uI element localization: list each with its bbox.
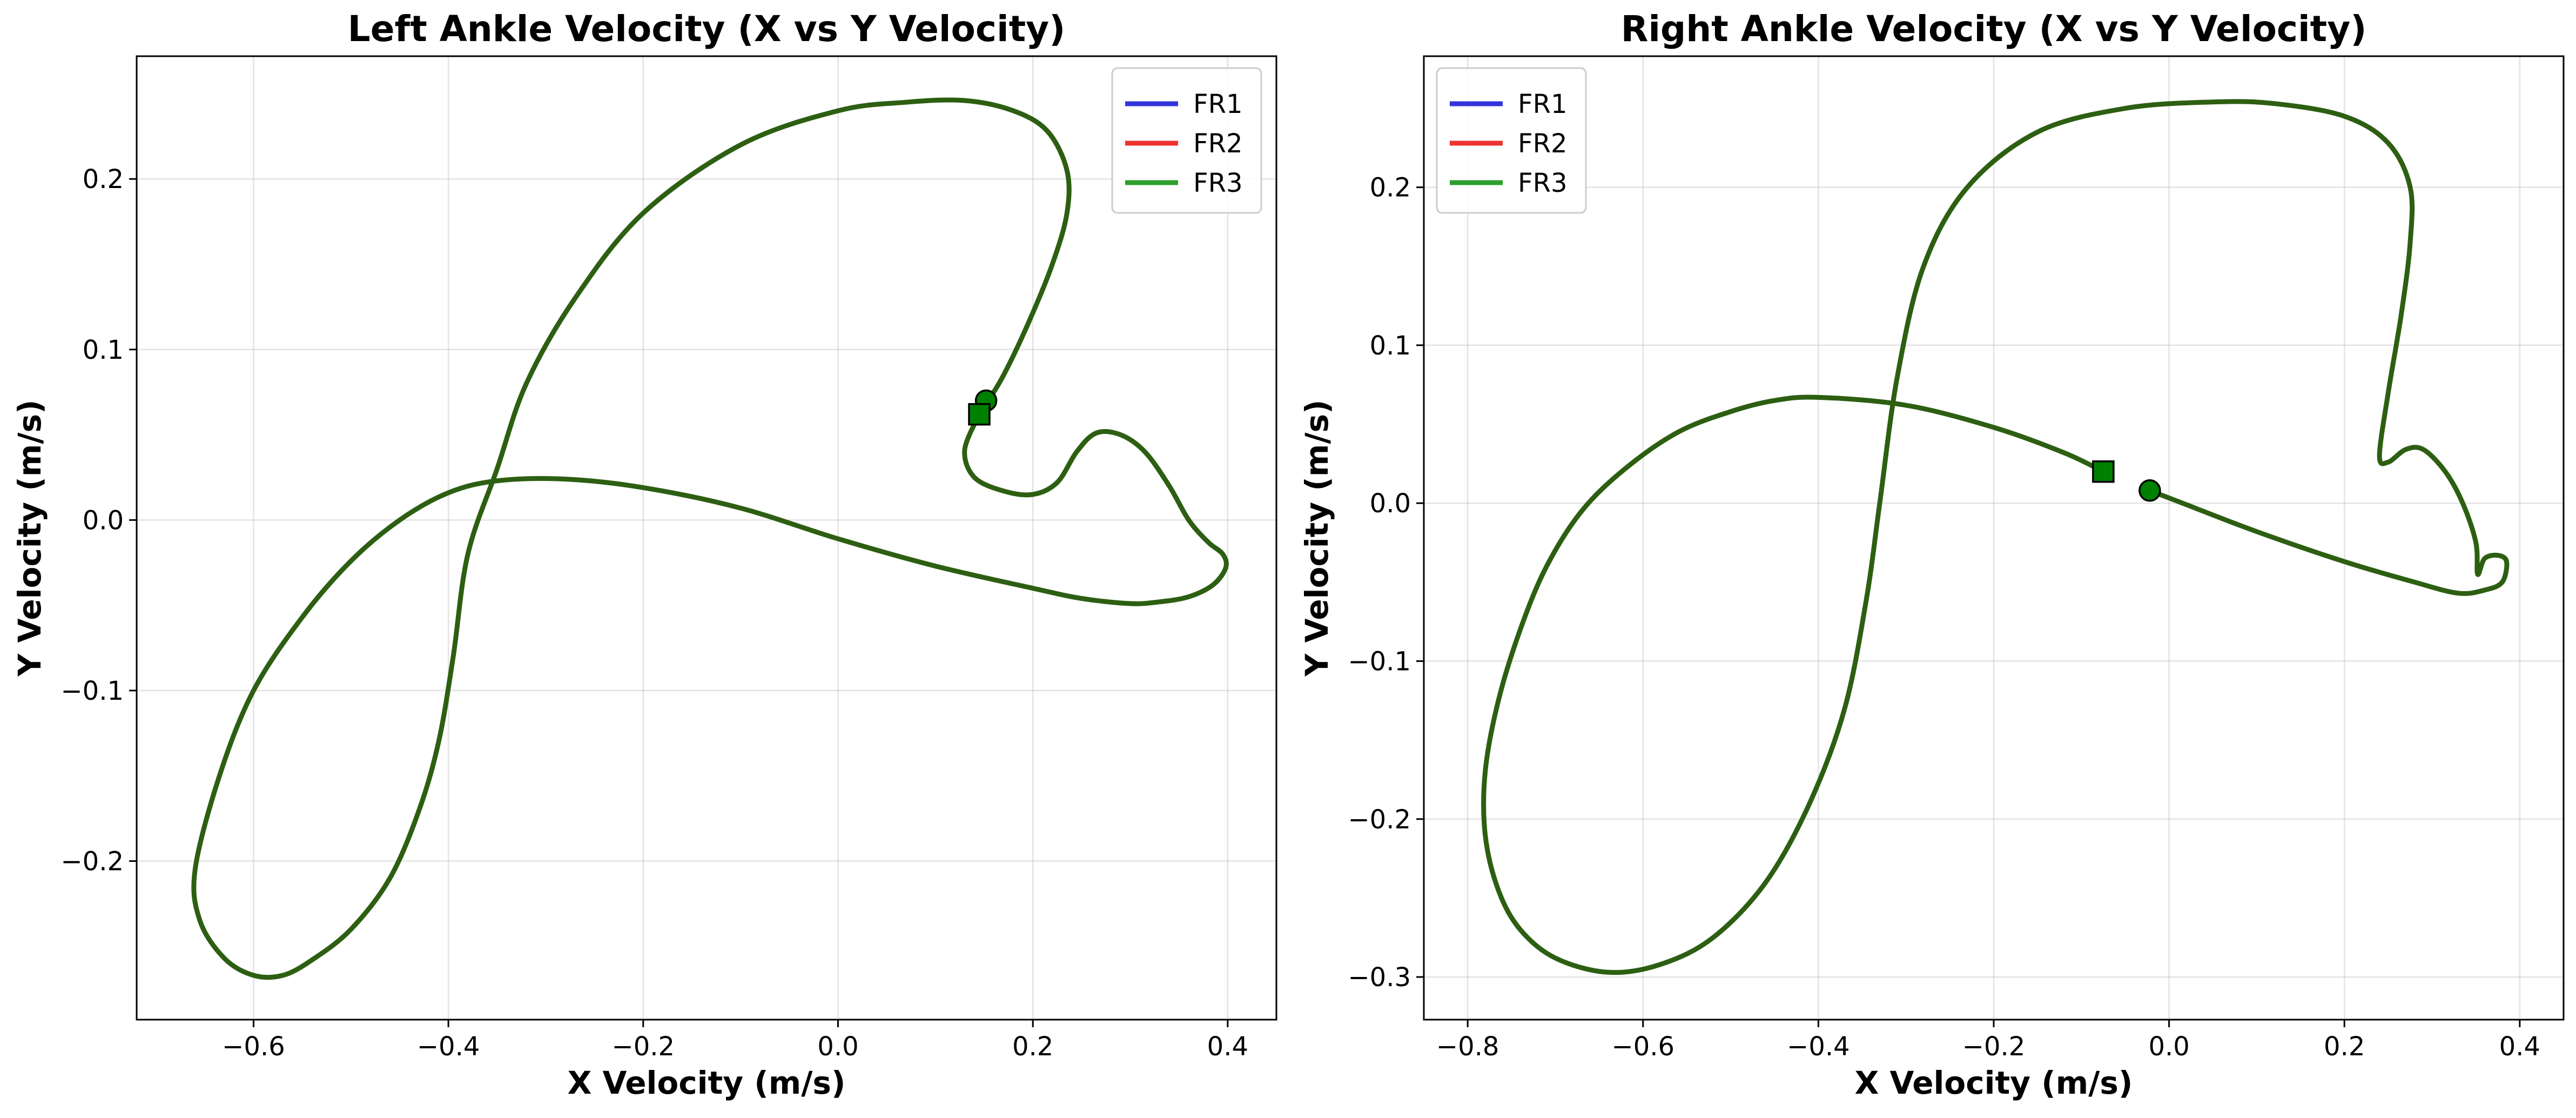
left-x-axis-label: X Velocity (m/s) <box>568 1065 846 1101</box>
left-chart-title: Left Ankle Velocity (X vs Y Velocity) <box>348 8 1066 50</box>
left-end-marker <box>968 403 991 426</box>
left-legend-label-fr3: FR3 <box>1193 168 1243 198</box>
right-x-tick-label: −0.6 <box>1611 1032 1674 1062</box>
left-y-tick-label: −0.1 <box>60 676 124 706</box>
right-y-tick-label: 0.0 <box>1370 488 1411 519</box>
right-y-tick-label: −0.2 <box>1348 805 1411 835</box>
left-curve-layer <box>191 97 1229 980</box>
right-legend-label-fr1: FR1 <box>1518 89 1568 119</box>
right-x-tick-label: 0.0 <box>2148 1032 2189 1062</box>
right-x-axis-label: X Velocity (m/s) <box>1855 1065 2133 1101</box>
right-start-marker <box>2138 479 2161 502</box>
right-grid <box>1424 56 2564 1020</box>
left-legend-label-fr2: FR2 <box>1193 129 1243 159</box>
right-legend-label-fr3: FR3 <box>1518 168 1568 198</box>
right-y-axis-label: Y Velocity (m/s) <box>1299 399 1335 677</box>
right-ankle-chart: −0.8 −0.6 −0.4 −0.2 0.0 0.2 0.4 −0.3 −0.2 −0.1 0.0… <box>1299 8 2565 1101</box>
right-end-marker <box>2092 460 2115 483</box>
right-chart-title: Right Ankle Velocity (X vs Y Velocity) <box>1621 8 2367 50</box>
right-legend: FR1 FR2 FR3 <box>1436 67 1587 214</box>
right-x-tick-label: 0.2 <box>2324 1032 2365 1062</box>
right-legend-label-fr2: FR2 <box>1518 129 1568 159</box>
left-x-tick-label: −0.6 <box>222 1032 285 1062</box>
left-series-fr3-line <box>191 97 1229 980</box>
right-x-tick-label: −0.2 <box>1962 1032 2026 1062</box>
left-y-tick-label: −0.2 <box>60 847 124 877</box>
left-legend: FR1 FR2 FR3 <box>1111 67 1262 214</box>
left-x-tick-label: 0.0 <box>817 1032 858 1062</box>
right-y-tick-label: −0.3 <box>1348 962 1411 993</box>
right-x-tick-label: −0.4 <box>1787 1032 1850 1062</box>
left-legend-label-fr1: FR1 <box>1193 89 1243 119</box>
left-y-axis-label: Y Velocity (m/s) <box>11 399 48 677</box>
right-curve-layer <box>1481 99 2510 975</box>
left-plot-frame <box>136 55 1277 1021</box>
left-y-tick-label: 0.1 <box>83 335 124 365</box>
left-grid <box>137 56 1276 1020</box>
right-x-tick-label: −0.8 <box>1436 1032 1499 1062</box>
right-ticks: −0.8 −0.6 −0.4 −0.2 0.0 0.2 0.4 −0.3 −0.2 −0.1 0.0… <box>1348 173 2540 1062</box>
left-x-tick-label: 0.4 <box>1207 1032 1248 1062</box>
left-x-tick-label: −0.4 <box>417 1032 480 1062</box>
right-y-tick-label: 0.2 <box>1370 173 1411 203</box>
right-x-tick-label: 0.4 <box>2499 1032 2540 1062</box>
left-x-tick-label: −0.2 <box>611 1032 675 1062</box>
right-series-fr3-line <box>1481 99 2510 975</box>
left-y-tick-label: 0.2 <box>83 164 124 195</box>
left-x-tick-label: 0.2 <box>1012 1032 1053 1062</box>
right-y-tick-label: 0.1 <box>1370 331 1411 361</box>
left-ankle-chart: −0.6 −0.4 −0.2 0.0 0.2 0.4 −0.2 −0.1 0.0 0.1 0.2 L… <box>11 8 1277 1101</box>
right-y-tick-label: −0.1 <box>1348 646 1411 677</box>
left-ticks: −0.6 −0.4 −0.2 0.0 0.2 0.4 −0.2 −0.1 0.0 0.1 0.2 <box>60 164 1248 1062</box>
left-y-tick-label: 0.0 <box>83 505 124 535</box>
